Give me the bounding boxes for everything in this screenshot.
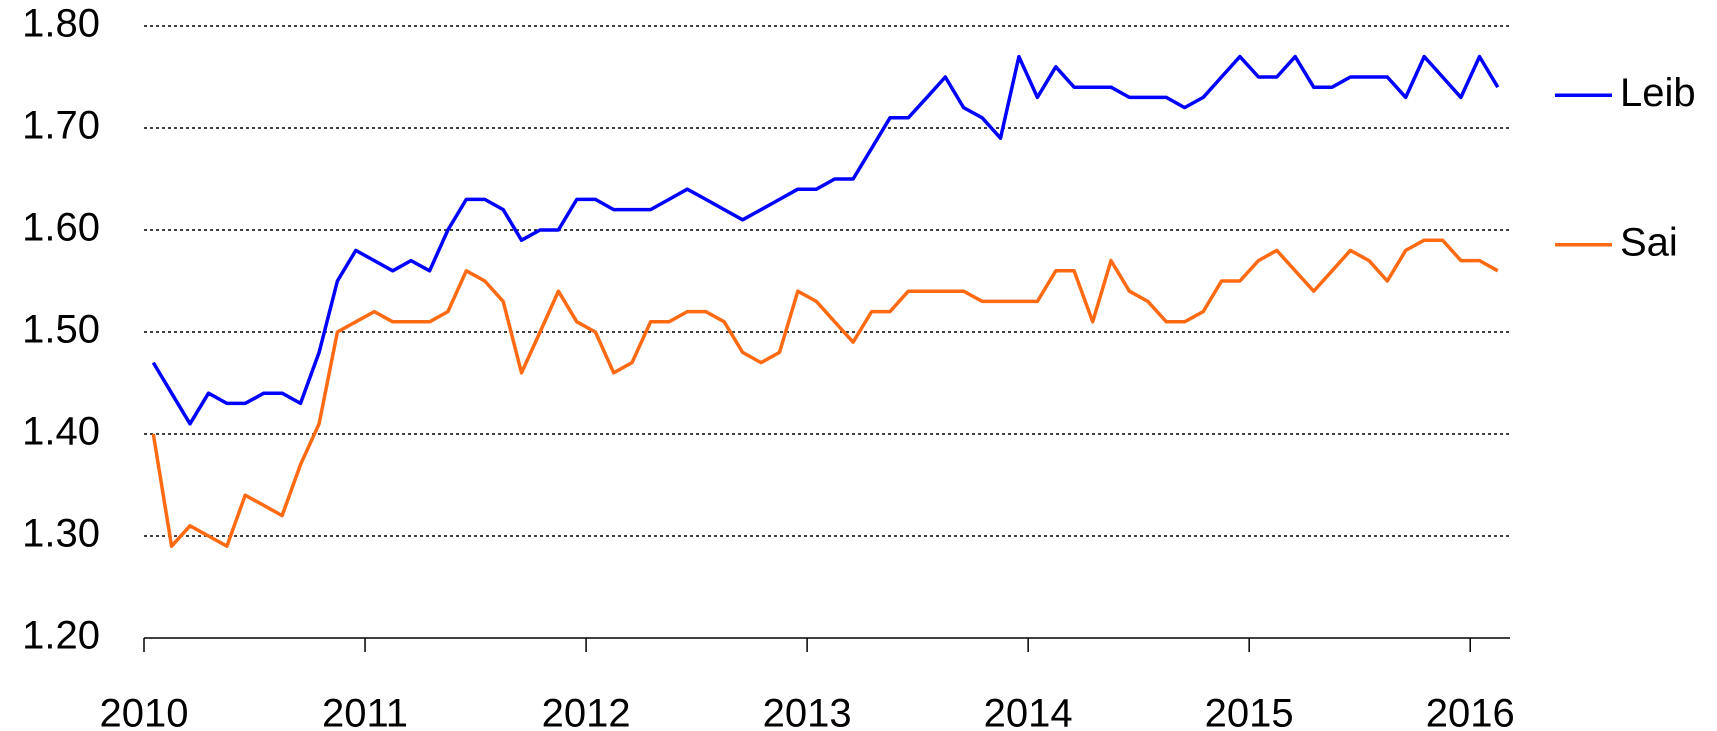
y-tick-label: 1.40 (22, 410, 100, 454)
y-tick-label: 1.30 (22, 512, 100, 556)
legend-label: Sai (1620, 220, 1678, 264)
x-tick-label: 2014 (984, 692, 1073, 731)
x-tick-label: 2011 (322, 692, 408, 731)
y-tick-label: 1.70 (22, 104, 100, 148)
y-tick-label: 1.20 (22, 614, 100, 658)
y-tick-label: 1.80 (22, 2, 100, 46)
line-series (151, 238, 1499, 548)
line-series (151, 54, 1500, 426)
x-tick-label: 2012 (542, 692, 631, 731)
y-tick-label: 1.60 (22, 206, 100, 250)
y-tick-label: 1.50 (22, 308, 100, 352)
legend-label: Leib (1620, 71, 1696, 115)
x-tick-label: 2010 (100, 692, 189, 731)
x-tick-label: 2015 (1205, 692, 1294, 731)
x-tick-label: 2013 (763, 692, 852, 731)
x-tick-label: 2016 (1426, 692, 1515, 731)
